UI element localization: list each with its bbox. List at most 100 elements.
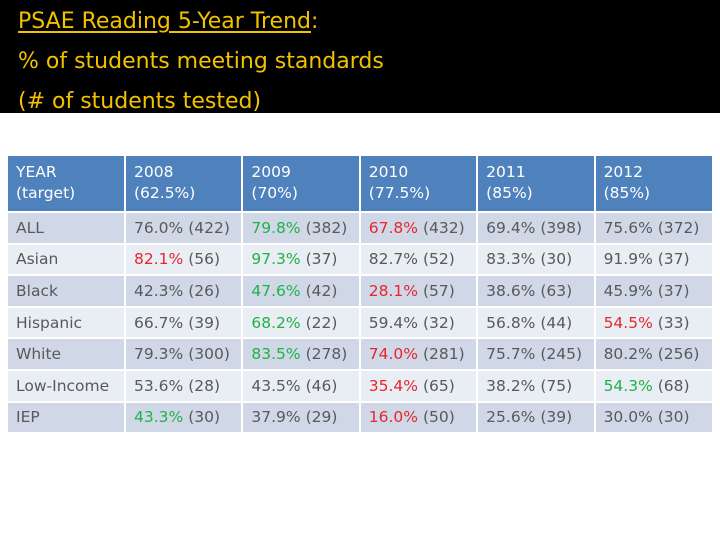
table-cell: 66.7% (39) xyxy=(125,305,244,339)
cell-percent: 68.2% xyxy=(251,313,301,332)
cell-percent: 67.8% xyxy=(368,218,419,237)
cell-count: (63) xyxy=(540,281,573,300)
cell-percent: 54.5% xyxy=(603,313,653,332)
cell-count: (32) xyxy=(422,313,455,332)
cell-percent: 91.9% xyxy=(603,250,653,269)
header-subline: (62.5%) xyxy=(134,184,196,202)
cell-count: (245) xyxy=(540,345,583,364)
table-cell: 38.2% (75) xyxy=(477,368,596,402)
table-cell: 56.8% (44) xyxy=(477,305,596,339)
table-cell: 25.6% (39) xyxy=(477,400,596,433)
table-cell: 83.5% (278) xyxy=(242,337,361,370)
cell-count: (56) xyxy=(188,250,221,269)
slide-title-main: PSAE Reading 5-Year Trend xyxy=(18,9,311,34)
table-cell: 75.7% (245) xyxy=(477,337,596,370)
table-cell: 74.0% (281) xyxy=(359,337,479,370)
cell-count: (256) xyxy=(657,345,700,364)
header-subline: (target) xyxy=(16,184,76,202)
table-cell: 80.2% (256) xyxy=(594,337,712,370)
table-row: White 79.3% (300) 83.5% (278) 74.0% (281) 75… xyxy=(8,337,712,370)
header-subline: (77.5%) xyxy=(368,184,431,202)
cell-count: (65) xyxy=(422,376,455,395)
row-label: Black xyxy=(8,274,126,307)
cell-count: (52) xyxy=(422,250,455,269)
cell-percent: 38.2% xyxy=(486,376,536,395)
table-cell: 79.3% (300) xyxy=(125,337,244,370)
cell-percent: 42.3% xyxy=(134,281,184,300)
row-label: IEP xyxy=(8,400,126,433)
cell-count: (37) xyxy=(657,250,690,269)
cell-percent: 37.9% xyxy=(251,408,301,427)
table-cell: 82.1% (56) xyxy=(125,242,244,276)
table-cell: 79.8% (382) xyxy=(242,211,361,244)
cell-percent: 82.1% xyxy=(134,250,184,269)
cell-count: (300) xyxy=(188,345,230,364)
cell-count: (28) xyxy=(188,376,221,395)
cell-percent: 80.2% xyxy=(603,345,653,364)
table-row: IEP 43.3% (30) 37.9% (29) 16.0% (50) 25.6% (… xyxy=(8,400,712,433)
header-2011: 2011 (85%) xyxy=(477,156,596,212)
cell-count: (50) xyxy=(422,408,455,427)
cell-percent: 16.0% xyxy=(368,408,419,427)
table-cell: 69.4% (398) xyxy=(477,211,596,244)
cell-percent: 79.3% xyxy=(134,345,184,364)
table-row: Hispanic 66.7% (39) 68.2% (22) 59.4% (32) 56… xyxy=(8,305,712,339)
cell-percent: 47.6% xyxy=(251,281,301,300)
cell-percent: 43.3% xyxy=(134,408,184,427)
cell-count: (281) xyxy=(422,345,465,364)
cell-count: (39) xyxy=(188,313,221,332)
table-cell: 91.9% (37) xyxy=(594,242,712,276)
row-label: Hispanic xyxy=(8,305,126,339)
cell-count: (372) xyxy=(657,218,700,237)
cell-count: (30) xyxy=(540,250,573,269)
header-subline: (85%) xyxy=(486,184,533,202)
cell-count: (278) xyxy=(305,345,348,364)
cell-percent: 74.0% xyxy=(368,345,419,364)
header-line: 2010 xyxy=(368,163,409,181)
cell-percent: 97.3% xyxy=(251,250,301,269)
cell-count: (26) xyxy=(188,281,221,300)
row-label: Low-Income xyxy=(8,368,126,402)
table-cell: 38.6% (63) xyxy=(477,274,596,307)
cell-percent: 69.4% xyxy=(486,218,536,237)
cell-percent: 45.9% xyxy=(603,281,653,300)
cell-percent: 38.6% xyxy=(486,281,536,300)
cell-percent: 83.5% xyxy=(251,345,301,364)
header-line: 2012 xyxy=(603,163,644,181)
table-cell: 43.5% (46) xyxy=(242,368,361,402)
cell-percent: 54.3% xyxy=(603,376,653,395)
table-cell: 67.8% (432) xyxy=(359,211,479,244)
cell-percent: 35.4% xyxy=(368,376,419,395)
header-year: YEAR (target) xyxy=(8,156,126,212)
cell-count: (37) xyxy=(657,281,690,300)
cell-percent: 75.7% xyxy=(486,345,536,364)
header-2010: 2010 (77.5%) xyxy=(359,156,479,212)
reading-trend-table: YEAR (target) 2008 (62.5%) 2009 (70%) 2010 (… xyxy=(8,156,712,433)
table-cell: 54.5% (33) xyxy=(594,305,712,339)
cell-percent: 56.8% xyxy=(486,313,536,332)
cell-count: (46) xyxy=(305,376,338,395)
table-cell: 37.9% (29) xyxy=(242,400,361,433)
cell-percent: 28.1% xyxy=(368,281,419,300)
cell-count: (75) xyxy=(540,376,573,395)
table-cell: 53.6% (28) xyxy=(125,368,244,402)
cell-percent: 53.6% xyxy=(134,376,184,395)
table-row: Low-Income 53.6% (28) 43.5% (46) 35.4% (65)… xyxy=(8,368,712,402)
table-cell: 30.0% (30) xyxy=(594,400,712,433)
cell-count: (57) xyxy=(422,281,455,300)
cell-count: (44) xyxy=(540,313,573,332)
cell-percent: 25.6% xyxy=(486,408,536,427)
table-cell: 97.3% (37) xyxy=(242,242,361,276)
slide-title-colon: : xyxy=(310,9,319,34)
header-subline: (70%) xyxy=(251,184,298,202)
cell-count: (68) xyxy=(657,376,690,395)
table-row: Black 42.3% (26) 47.6% (42) 28.1% (57) 38.6%… xyxy=(8,274,712,307)
cell-count: (30) xyxy=(657,408,690,427)
table-row: ALL 76.0% (422) 79.8% (382) 67.8% (432) 69.4… xyxy=(8,211,712,244)
cell-count: (398) xyxy=(540,218,583,237)
cell-count: (29) xyxy=(305,408,338,427)
slide-subtitle-note: (# of students tested) xyxy=(18,89,262,114)
table-cell: 59.4% (32) xyxy=(359,305,479,339)
header-line: 2008 xyxy=(134,163,174,181)
cell-percent: 82.7% xyxy=(368,250,419,269)
